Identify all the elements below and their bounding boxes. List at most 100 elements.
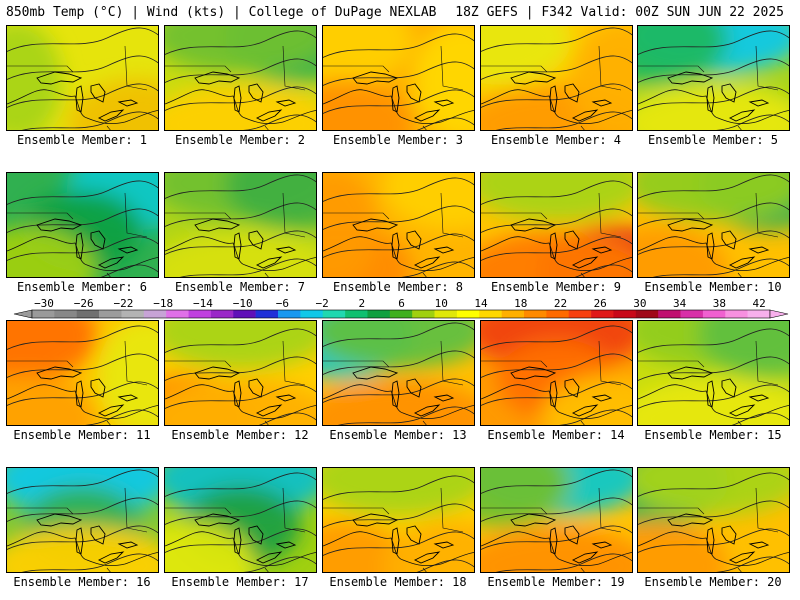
temperature-field-map [323,321,474,425]
colorbar-segment [233,310,256,318]
ensemble-member-map [480,25,633,131]
colorbar-segment [278,310,301,318]
colorbar-tick-label: −2 [315,298,328,310]
ensemble-member-label: Ensemble Member: 6 [16,280,148,294]
colorbar-tick-label: −6 [276,298,289,310]
colorbar-segment [747,310,771,318]
colorbar-tick-label: 42 [752,298,765,310]
temperature-field-map [323,468,474,572]
ensemble-member-map [322,320,475,426]
colorbar-segment [635,310,659,318]
colorbar-segment [76,310,100,318]
colorbar-segment [434,310,458,318]
colorbar-segment [546,310,570,318]
ensemble-member-map [480,467,633,573]
ensemble-member-map [480,320,633,426]
ensemble-member-label: Ensemble Member: 2 [174,133,306,147]
ensemble-member-map [6,320,159,426]
temperature-field-map [165,173,316,277]
colorbar-segment [456,310,480,318]
ensemble-member-map [322,172,475,278]
colorbar-segment [568,310,592,318]
colorbar-tick-label: 18 [514,298,527,310]
colorbar-min-arrow [13,309,33,319]
colorbar-tick-label: 26 [594,298,607,310]
colorbar-segment [412,310,435,318]
colorbar-segment [54,310,78,318]
temperature-field-map [481,321,632,425]
colorbar-tick-label: 10 [435,298,448,310]
chart-title: 850mb Temp (°C) | Wind (kts) | College o… [6,5,437,20]
ensemble-member-map [322,25,475,131]
ensemble-member-label: Ensemble Member: 16 [13,575,151,589]
temperature-field-map [7,26,158,130]
colorbar-segment [166,310,189,318]
colorbar-segment [524,310,547,318]
colorbar-segment [658,310,681,318]
colorbar-segment [210,310,234,318]
ensemble-member-label: Ensemble Member: 3 [332,133,464,147]
temperature-field-map [638,321,789,425]
colorbar-segment [613,310,637,318]
ensemble-member-map [6,467,159,573]
colorbar-tick-label: −26 [74,298,94,310]
colorbar-tick-label: 22 [554,298,567,310]
colorbar-segment [591,310,614,318]
ensemble-member-map [637,25,790,131]
colorbar-segment [300,310,324,318]
colorbar-tick-label: −14 [193,298,213,310]
temperature-field-map [165,26,316,130]
temperature-field-map [638,173,789,277]
ensemble-member-label: Ensemble Member: 7 [174,280,306,294]
colorbar-tick-label: −18 [153,298,173,310]
ensemble-member-label: Ensemble Member: 11 [13,428,151,442]
temperature-field-map [165,321,316,425]
colorbar-segment [389,310,413,318]
ensemble-member-label: Ensemble Member: 9 [490,280,622,294]
ensemble-member-label: Ensemble Member: 20 [644,575,782,589]
ensemble-member-map [637,320,790,426]
ensemble-member-label: Ensemble Member: 15 [644,428,782,442]
temperature-field-map [7,173,158,277]
ensemble-member-map [164,467,317,573]
colorbar-tick-label: 6 [398,298,405,310]
colorbar-tick-label: −10 [233,298,253,310]
colorbar-segment [345,310,368,318]
temperature-field-map [323,26,474,130]
colorbar-tick-label: 30 [633,298,646,310]
temperature-field-map [165,468,316,572]
colorbar-tick-label: 38 [713,298,726,310]
colorbar-segment [143,310,167,318]
ensemble-member-map [6,172,159,278]
colorbar-segment [702,310,726,318]
ensemble-member-map [164,25,317,131]
colorbar-segment [121,310,145,318]
ensemble-member-label: Ensemble Member: 8 [332,280,464,294]
ensemble-member-label: Ensemble Member: 19 [487,575,625,589]
colorbar-tick-label: 14 [474,298,488,310]
ensemble-member-label: Ensemble Member: 12 [171,428,309,442]
colorbar-tick-label: 34 [673,298,687,310]
ensemble-member-map [637,467,790,573]
temperature-field-map [323,173,474,277]
colorbar-segment [99,310,122,318]
temperature-field-map [638,468,789,572]
ensemble-member-label: Ensemble Member: 5 [647,133,779,147]
colorbar-tick-label: −30 [34,298,54,310]
ensemble-member-label: Ensemble Member: 1 [16,133,148,147]
ensemble-member-label: Ensemble Member: 17 [171,575,309,589]
colorbar-segment [367,310,391,318]
ensemble-member-map [164,172,317,278]
ensemble-member-label: Ensemble Member: 13 [329,428,467,442]
ensemble-member-map [164,320,317,426]
colorbar-segment [32,310,55,318]
ensemble-member-label: Ensemble Member: 18 [329,575,467,589]
colorbar-segment [188,310,212,318]
temperature-field-map [481,26,632,130]
temperature-field-map [481,468,632,572]
colorbar-tick-label: 2 [359,298,366,310]
colorbar-segment [501,310,525,318]
temperature-colorbar: −30 −26 −22 −18 −14 −10 −6 −2 2 6 10 14 18 22 26 30 34 38… [13,298,789,319]
ensemble-member-map [322,467,475,573]
colorbar-segment [680,310,704,318]
